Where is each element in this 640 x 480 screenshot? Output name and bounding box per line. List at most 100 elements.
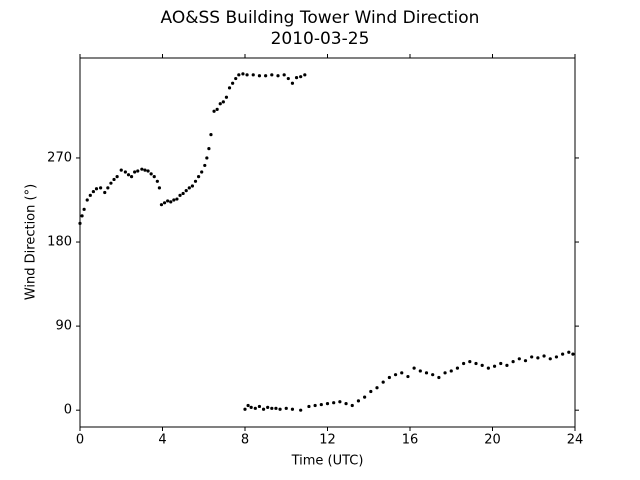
- chart-title: AO&SS Building Tower Wind Direction: [161, 8, 480, 28]
- data-point: [205, 156, 209, 160]
- data-point: [356, 399, 361, 403]
- data-point: [187, 186, 191, 190]
- data-point: [443, 371, 447, 375]
- data-point: [109, 181, 113, 185]
- y-tick-label: 90: [55, 319, 72, 334]
- x-tick-label: 24: [567, 433, 584, 448]
- data-point: [511, 360, 515, 364]
- data-point: [155, 179, 159, 183]
- data-point: [431, 373, 435, 377]
- x-tick-label: 16: [402, 433, 419, 448]
- data-point: [505, 363, 509, 367]
- data-point: [215, 107, 219, 111]
- data-point: [542, 354, 546, 358]
- data-point: [437, 375, 441, 380]
- x-tick-label: 0: [76, 433, 84, 448]
- data-point: [571, 352, 575, 356]
- data-point: [196, 175, 201, 179]
- data-point: [243, 407, 247, 411]
- data-point: [94, 187, 99, 191]
- data-point: [290, 81, 295, 85]
- data-point: [178, 193, 182, 197]
- data-point: [203, 163, 207, 168]
- x-tick-label: 20: [484, 433, 501, 448]
- data-point: [286, 76, 290, 81]
- data-point: [270, 73, 274, 77]
- data-point: [99, 186, 103, 190]
- data-point: [129, 175, 134, 179]
- data-point: [169, 200, 173, 204]
- data-point: [126, 173, 131, 177]
- data-point: [499, 361, 503, 366]
- data-point: [227, 86, 232, 90]
- data-point: [270, 406, 274, 410]
- data-point: [548, 357, 552, 361]
- data-point: [91, 189, 96, 194]
- data-point: [175, 197, 179, 201]
- data-point: [181, 191, 185, 196]
- data-point: [523, 359, 528, 363]
- data-point: [136, 169, 140, 173]
- data-point: [462, 361, 466, 366]
- data-point: [245, 73, 249, 77]
- data-point: [143, 168, 147, 172]
- data-point: [290, 407, 295, 411]
- data-point: [221, 100, 225, 104]
- data-point: [274, 406, 278, 410]
- data-point: [554, 355, 559, 359]
- data-point: [218, 102, 222, 106]
- data-point: [207, 147, 211, 151]
- data-point: [480, 363, 484, 367]
- data-point: [140, 167, 144, 171]
- data-point: [212, 109, 216, 113]
- data-point: [146, 169, 150, 173]
- y-tick-label: 0: [64, 403, 72, 418]
- data-point: [313, 403, 317, 408]
- data-point: [406, 374, 410, 379]
- data-point: [257, 74, 262, 78]
- data-point: [486, 366, 490, 370]
- data-point: [78, 221, 82, 225]
- chart-subtitle: 2010-03-25: [271, 29, 370, 49]
- data-point: [251, 73, 255, 77]
- data-point: [224, 95, 229, 99]
- data-point: [449, 369, 453, 373]
- data-point: [149, 172, 153, 176]
- data-point: [184, 189, 188, 193]
- data-point: [82, 207, 86, 211]
- data-point: [567, 350, 571, 354]
- data-point: [190, 184, 195, 188]
- data-point: [369, 389, 373, 394]
- data-point: [344, 402, 348, 406]
- data-point: [133, 170, 137, 174]
- data-point: [106, 186, 110, 190]
- data-point: [474, 361, 478, 366]
- data-point: [387, 375, 391, 380]
- data-point: [400, 371, 404, 375]
- y-tick-label: 270: [47, 150, 72, 165]
- data-point: [264, 74, 268, 78]
- data-point: [249, 405, 253, 409]
- data-point: [530, 355, 534, 359]
- x-tick-label: 12: [319, 433, 336, 448]
- data-point: [112, 177, 116, 182]
- data-point: [257, 404, 262, 409]
- data-point: [561, 352, 565, 356]
- data-point: [172, 198, 176, 202]
- x-axis-label: Time (UTC): [291, 454, 364, 469]
- data-point: [294, 76, 299, 80]
- data-point: [209, 133, 213, 137]
- data-point: [119, 168, 123, 172]
- data-point: [123, 170, 127, 174]
- y-tick-label: 180: [47, 235, 72, 250]
- data-point: [363, 395, 367, 399]
- data-point: [455, 366, 460, 370]
- data-point: [253, 406, 257, 410]
- data-point: [517, 357, 521, 361]
- data-point: [412, 366, 416, 370]
- data-point: [468, 360, 472, 364]
- data-point: [200, 170, 204, 174]
- data-point: [284, 406, 288, 410]
